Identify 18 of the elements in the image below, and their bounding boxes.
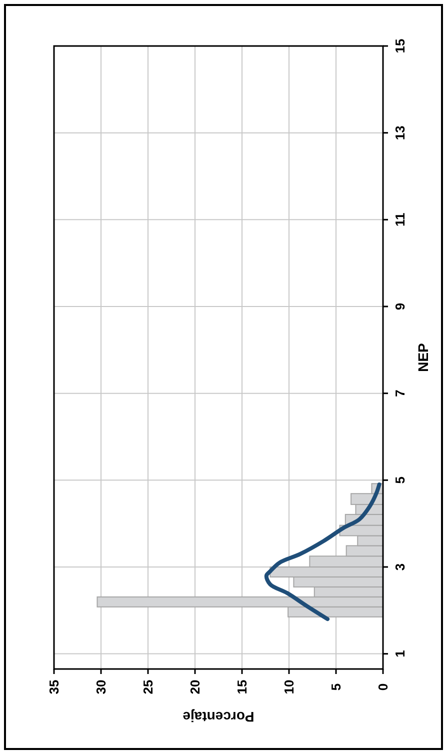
x-tick-label: 30	[94, 680, 109, 694]
y-tick-label: 11	[392, 212, 408, 227]
y-tick-label: 7	[392, 390, 408, 397]
x-tick-label: 10	[282, 680, 297, 694]
x-tick-label: 20	[188, 680, 203, 694]
y-axis-title: NEP	[414, 343, 431, 372]
x-tick-label: 35	[46, 680, 62, 694]
y-tick-label: 3	[392, 563, 408, 571]
y-tick-label: 15	[392, 38, 408, 54]
y-tick-label: 5	[392, 476, 408, 484]
x-tick-label: 5	[328, 683, 344, 691]
x-tick-label: 0	[376, 683, 391, 691]
x-tick-label: 15	[234, 680, 250, 694]
x-tick-label: 25	[140, 680, 156, 694]
y-tick-label: 9	[392, 302, 408, 310]
y-tick-label: 13	[392, 126, 408, 140]
x-axis-title: Porcentaje	[182, 709, 254, 726]
y-tick-label: 1	[392, 650, 408, 658]
